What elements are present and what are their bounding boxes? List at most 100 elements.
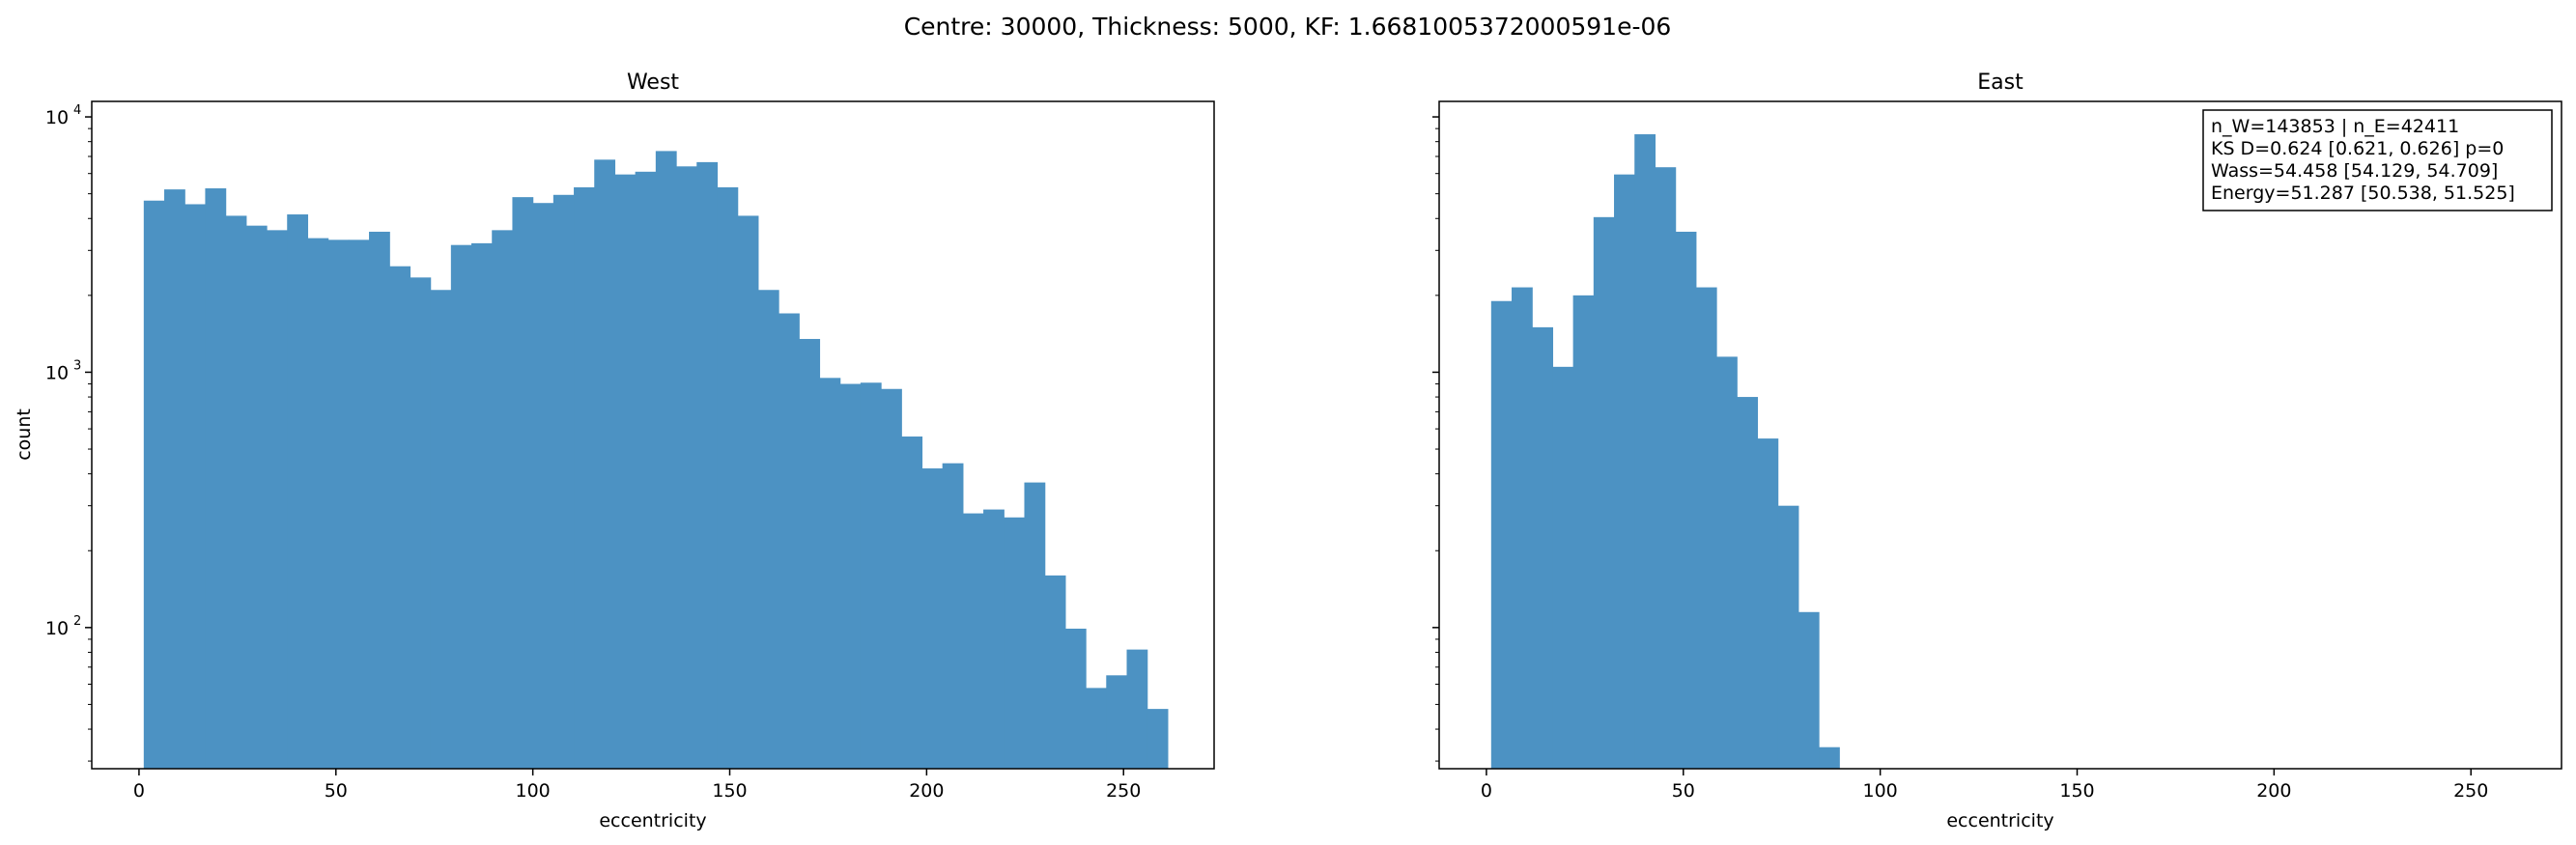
- west-xlabel: eccentricity: [599, 810, 706, 831]
- histogram-bar: [369, 231, 390, 769]
- histogram-bar: [1064, 628, 1087, 769]
- east-panel: East 0 50 100 150 200 250 eccentricity n_W=14…: [1432, 70, 2562, 831]
- x-tick-label: 50: [1672, 780, 1695, 802]
- histogram-bar: [1695, 287, 1717, 769]
- y-tick-exponent: 2: [73, 614, 81, 629]
- west-ylabel: count: [14, 408, 35, 461]
- histogram-bar: [389, 266, 411, 770]
- histogram-bar: [512, 197, 534, 769]
- histogram-bar: [1532, 326, 1554, 769]
- east-stats-annotation: n_W=143853 | n_E=42411 KS D=0.624 [0.621…: [2202, 109, 2553, 211]
- annotation-line: KS D=0.624 [0.621, 0.626] p=0: [2211, 138, 2504, 159]
- histogram-bar: [225, 215, 247, 769]
- annotation-line: Energy=51.287 [50.538, 51.525]: [2211, 183, 2515, 204]
- histogram-bar: [348, 239, 370, 770]
- histogram-bar: [450, 244, 472, 769]
- histogram-bar: [267, 230, 288, 770]
- east-bars: [1490, 134, 1840, 770]
- histogram-bar: [819, 378, 841, 769]
- east-x-ticks: 0 50 100 150 200 250: [1481, 769, 2488, 802]
- histogram-bar: [471, 242, 493, 769]
- histogram-bar: [942, 463, 964, 769]
- west-bars: [143, 151, 1169, 770]
- histogram-bar: [1716, 356, 1738, 769]
- histogram-bar: [410, 277, 432, 769]
- x-tick-label: 50: [325, 780, 348, 802]
- histogram-bar: [778, 313, 800, 769]
- histogram-bar: [287, 214, 309, 769]
- x-tick-label: 250: [1106, 780, 1141, 802]
- east-y-ticks: [1432, 116, 1439, 762]
- histogram-bar: [1512, 287, 1533, 769]
- histogram-bar: [492, 230, 514, 770]
- x-tick-label: 100: [1863, 780, 1898, 802]
- histogram-bar: [1126, 649, 1148, 769]
- histogram-bar: [983, 509, 1005, 769]
- histogram-bar: [614, 174, 637, 769]
- histogram-bar: [737, 215, 759, 769]
- x-tick-label: 0: [133, 780, 145, 802]
- histogram-bar: [594, 159, 616, 769]
- histogram-bar: [1106, 675, 1128, 769]
- histogram-bar: [1552, 366, 1574, 769]
- y-tick-label: 10: [45, 362, 69, 383]
- histogram-bar: [1634, 134, 1656, 770]
- histogram-bar: [552, 194, 575, 770]
- histogram-bar: [1146, 709, 1169, 769]
- histogram-bar: [1490, 300, 1513, 769]
- histogram-bar: [205, 188, 227, 770]
- histogram-bar: [1798, 611, 1820, 769]
- y-tick-label: 10: [45, 618, 69, 639]
- y-tick-exponent: 4: [73, 103, 81, 118]
- histogram-bar: [635, 171, 657, 769]
- histogram-bar: [717, 186, 739, 769]
- west-y-ticks: 10 2 10 3 10 4: [45, 103, 92, 762]
- annotation-line: Wass=54.458 [54.129, 54.709]: [2211, 160, 2498, 182]
- histogram-bar: [532, 203, 554, 769]
- histogram-bar: [881, 388, 902, 769]
- annotation-box: [2202, 109, 2553, 211]
- histogram-bar: [1572, 295, 1595, 769]
- west-title: West: [627, 70, 679, 95]
- histogram-bar: [1675, 231, 1697, 769]
- east-axes-frame: [1438, 100, 2562, 770]
- histogram-bar: [962, 513, 984, 769]
- y-tick-exponent: 3: [73, 358, 81, 373]
- annotation-line: n_W=143853 | n_E=42411: [2211, 116, 2459, 137]
- y-tick-label: 10: [45, 107, 69, 128]
- histogram-bar: [1024, 482, 1046, 769]
- histogram-bar: [1086, 688, 1107, 769]
- histogram-bar: [799, 338, 821, 769]
- histogram-bar: [430, 290, 452, 769]
- histogram-bar: [1593, 216, 1615, 769]
- x-tick-label: 200: [909, 780, 944, 802]
- histogram-bar: [327, 239, 350, 770]
- histogram-bar: [696, 161, 719, 769]
- histogram-bar: [860, 382, 882, 769]
- west-x-ticks: 0 50 100 150 200 250: [133, 769, 1141, 802]
- histogram-bar: [1737, 397, 1759, 769]
- x-tick-label: 200: [2256, 780, 2291, 802]
- histogram-bar: [655, 151, 677, 769]
- west-panel: West 0 50 100 150 200 250 10 2 10 3 10 4 eccentric…: [14, 70, 1215, 831]
- x-tick-label: 150: [712, 780, 747, 802]
- x-tick-label: 250: [2453, 780, 2488, 802]
- histogram-bar: [307, 238, 329, 769]
- histogram-bar: [1614, 174, 1635, 769]
- histogram-bar: [839, 383, 862, 769]
- x-tick-label: 0: [1481, 780, 1492, 802]
- histogram-bar: [1819, 746, 1840, 769]
- histogram-bar: [1757, 438, 1779, 769]
- histogram-bar: [1655, 167, 1677, 769]
- histogram-bar: [676, 166, 697, 770]
- histogram-bar: [164, 189, 185, 769]
- histogram-bar: [143, 200, 165, 770]
- west-axes-frame: [91, 100, 1215, 770]
- east-title: East: [1977, 70, 2024, 95]
- histogram-bar: [901, 437, 923, 769]
- x-tick-label: 150: [2059, 780, 2094, 802]
- east-xlabel: eccentricity: [1946, 810, 2053, 831]
- x-tick-label: 100: [516, 780, 551, 802]
- histogram-bar: [1777, 505, 1799, 769]
